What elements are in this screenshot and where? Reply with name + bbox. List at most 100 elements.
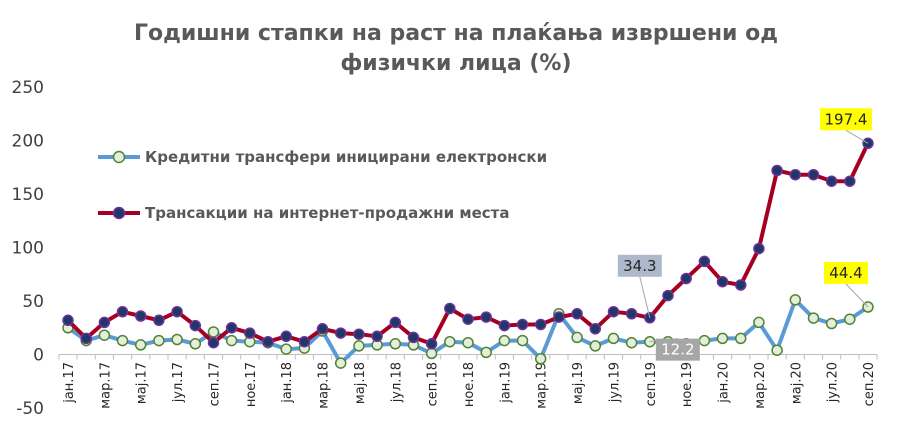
series-point-1 [462,313,474,325]
x-tick-label: мар.17 [98,362,113,409]
series-point-1 [789,168,802,181]
series-point-0 [389,338,402,350]
series-point-1 [407,331,420,344]
x-tick-label: јул.20 [826,362,841,403]
series-point-1 [225,322,238,334]
x-tick-label: мар.18 [317,362,332,409]
legend-label-internet-sales: Трансакции на интернет-продажни места [145,204,509,222]
series-point-1 [825,175,838,187]
series-line-0 [66,297,870,366]
series-point-0 [425,347,438,360]
series-point-1 [171,305,183,318]
series-point-1 [734,279,747,291]
series-point-1 [134,310,147,322]
series-point-1 [153,314,165,327]
series-point-1 [444,302,456,315]
series-point-1 [771,164,783,177]
series-point-1 [498,319,511,332]
series-point-0 [789,294,802,306]
series-point-1 [316,323,329,335]
x-tick-label: сеп.19 [644,362,659,406]
series-point-1 [534,318,547,331]
series-point-1 [516,318,529,331]
series-point-1 [625,308,638,320]
x-tick-label: мај.18 [353,362,368,404]
data-label-box [655,338,700,361]
series-point-0 [134,339,147,351]
series-point-0 [716,332,729,345]
series-point-1 [80,332,92,345]
callout-leader [845,283,869,308]
series-point-0 [153,334,165,347]
legend-label-credit-transfers: Кредитни трансфери иницирани електронски [145,148,547,166]
series-point-0 [462,336,474,349]
series-point-0 [189,338,202,350]
series-point-1 [753,242,765,255]
series-point-1 [589,323,602,335]
data-label: 44.4 [829,264,862,282]
x-axis: јан.17 мар.17 мај.17 јул.17 сеп.17 ное.17 јан.… [58,354,878,409]
series-point-0 [498,334,511,347]
data-label-box [824,261,868,284]
series-point-1 [862,137,874,150]
data-label-box [820,108,872,131]
annotations: 197.4 44.4 34.3 12.2 [617,108,872,361]
series-point-1 [298,335,311,348]
legend-marker-credit-transfers [112,150,126,164]
series-point-1 [553,311,565,323]
x-tick-label: ное.18 [462,362,477,407]
series-point-0 [589,340,602,352]
series-point-0 [644,335,656,348]
data-label: 34.3 [623,257,656,275]
series-point-1 [607,305,620,318]
series-point-0 [444,335,456,348]
x-tick-label: јан.18 [280,362,295,404]
series-point-0 [516,334,529,347]
callout-leader [845,129,869,144]
series-point-1 [207,336,220,349]
series-point-0 [207,326,220,338]
series-point-1 [571,308,583,320]
series-0 [62,294,874,369]
series-point-1 [116,305,129,318]
series-point-0 [171,333,183,346]
x-tick-label: јан.20 [717,362,732,404]
x-tick-label: јул.17 [171,362,186,403]
series-point-0 [334,357,347,369]
series-point-1 [844,175,856,187]
x-tick-label: сеп.17 [207,362,222,406]
series-point-1 [389,316,402,329]
y-tick-label: -50 [16,399,44,419]
x-tick-label: јул.19 [607,362,622,403]
series-point-1 [698,255,711,268]
data-label-box [617,254,662,277]
series-1 [62,137,874,350]
series-point-0 [844,313,856,325]
series-point-0 [280,343,292,355]
chart-title-line-1: Годишни стапки на раст на плаќања изврше… [134,21,778,46]
data-label: 197.4 [825,110,868,128]
x-tick-label: ное.19 [680,362,695,407]
series-point-1 [807,168,820,181]
x-tick-label: мај.17 [135,362,150,404]
y-tick-label: 250 [12,78,44,98]
x-tick-label: мар.20 [753,362,768,409]
series-point-0 [480,346,492,359]
series-point-0 [353,340,365,352]
y-tick-label: 200 [12,132,44,152]
series-point-0 [116,334,129,347]
series-point-0 [225,334,238,347]
y-tick-label: 50 [22,292,44,312]
series-point-1 [334,327,347,339]
series-point-1 [480,311,492,323]
series-point-1 [280,330,292,343]
series-point-0 [698,334,711,347]
series-point-1 [425,338,438,350]
series-point-1 [262,335,274,348]
x-tick-label: ное.17 [244,362,259,407]
y-tick-label: 100 [12,239,44,259]
series-point-1 [98,316,111,329]
series-point-0 [534,353,547,365]
series-point-0 [753,316,765,329]
